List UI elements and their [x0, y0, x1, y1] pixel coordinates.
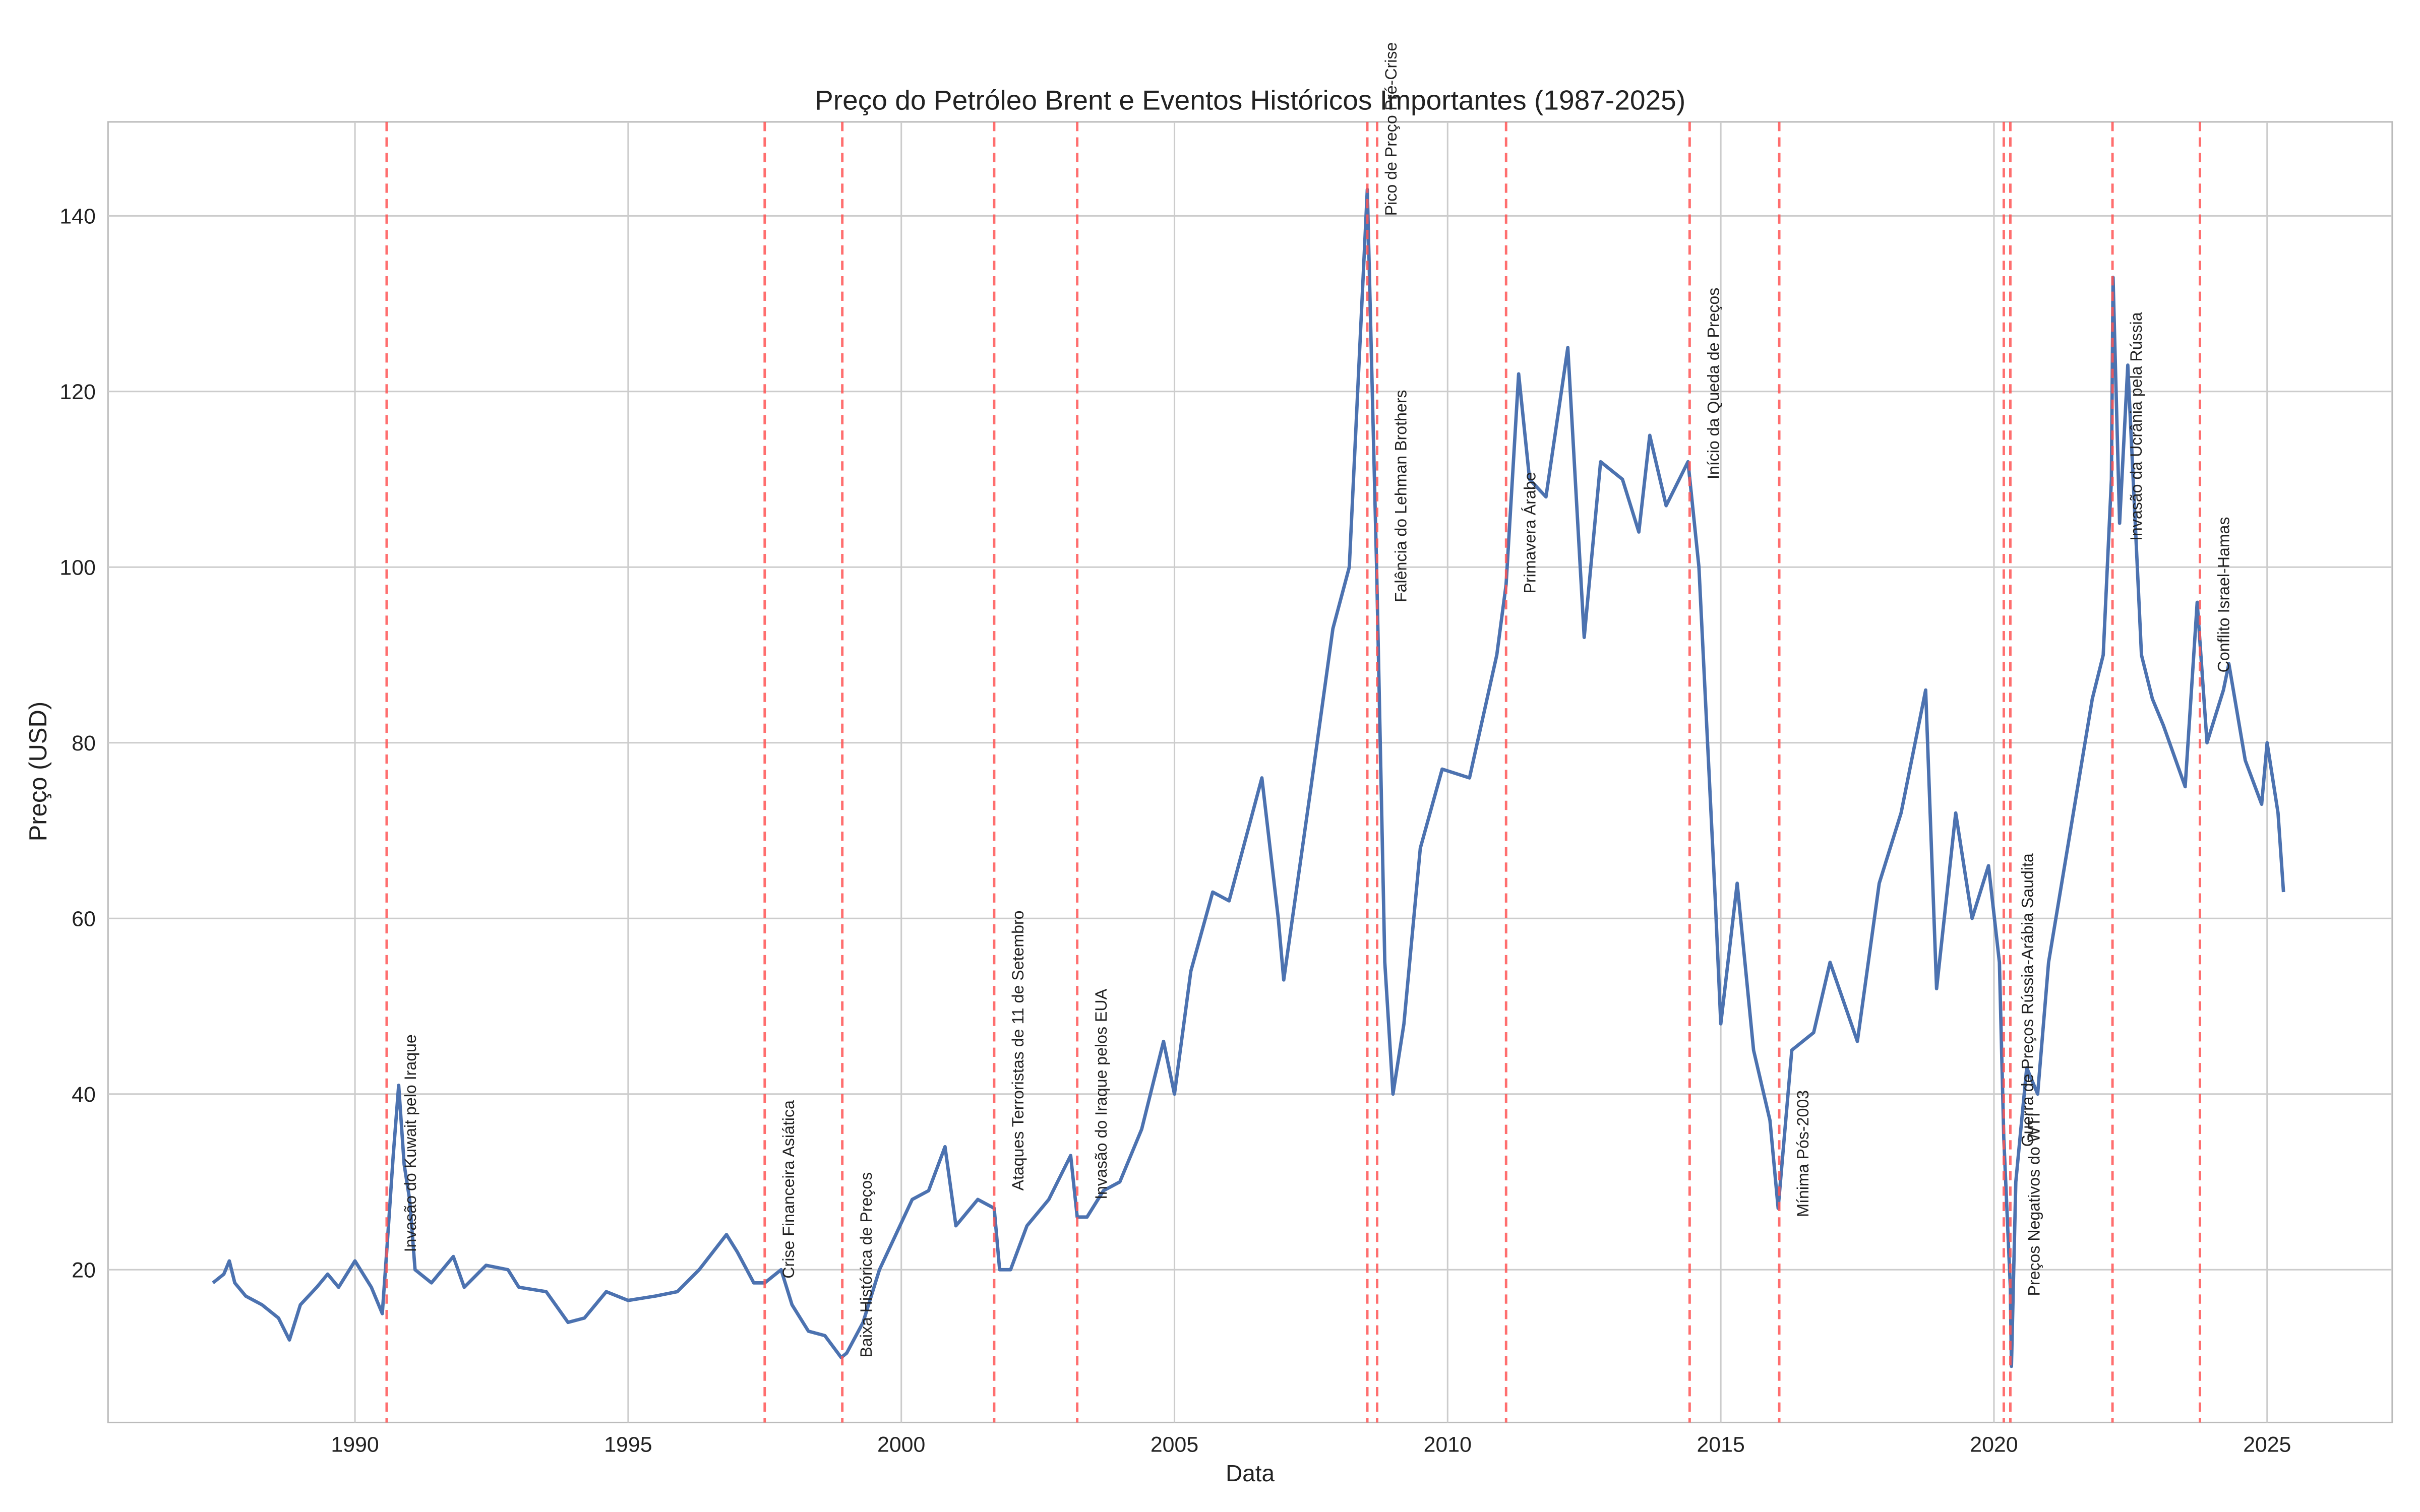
event-label: Baixa Histórica de Preços [857, 1172, 875, 1358]
x-tick-label: 2020 [1970, 1433, 2018, 1457]
x-tick-label: 2015 [1697, 1433, 1744, 1457]
event-label: Crise Financeira Asiática [779, 1100, 798, 1279]
price-line [212, 187, 2285, 1368]
event-label: Ataques Terroristas de 11 de Setembro [1009, 910, 1027, 1190]
x-tick-label: 2005 [1151, 1433, 1198, 1457]
y-axis-label: Preço (USD) [25, 702, 52, 842]
x-tick-label: 1995 [604, 1433, 652, 1457]
event-label: Guerra de Preços Rússia-Arábia Saudita [2019, 853, 2037, 1147]
event-label: Primavera Árabe [1521, 472, 1539, 594]
event-label: Falência do Lehman Brothers [1392, 390, 1410, 602]
chart-title: Preço do Petróleo Brent e Eventos Histór… [815, 84, 1685, 115]
x-tick-label: 2025 [2243, 1433, 2291, 1457]
plot-area [107, 121, 2393, 1423]
y-tick-label: 100 [59, 556, 95, 580]
y-tick-label: 140 [59, 205, 95, 229]
event-label: Mínima Pós-2003 [1794, 1090, 1812, 1217]
x-tick-label: 2000 [877, 1433, 925, 1457]
y-tick-label: 80 [72, 731, 96, 755]
y-tick-label: 40 [72, 1083, 96, 1107]
event-label: Início da Queda de Preços [1705, 288, 1723, 479]
x-tick-label: 2010 [1424, 1433, 1472, 1457]
y-tick-label: 20 [72, 1258, 96, 1283]
event-label: Conflito Israel-Hamas [2215, 517, 2233, 673]
event-label: Invasão do Kuwait pelo Iraque [401, 1034, 419, 1252]
y-tick-label: 60 [72, 907, 96, 931]
event-label: Preços Negativos do WTI [2025, 1112, 2043, 1296]
event-label: Invasão do Iraque pelos EUA [1092, 988, 1110, 1199]
x-axis-label: Data [1226, 1460, 1275, 1486]
event-label: Invasão da Ucrânia pela Rússia [2127, 312, 2145, 541]
event-label: Pico de Preço Pré-Crise [1382, 42, 1400, 216]
y-tick-label: 120 [59, 380, 95, 404]
x-tick-label: 1990 [331, 1433, 379, 1457]
